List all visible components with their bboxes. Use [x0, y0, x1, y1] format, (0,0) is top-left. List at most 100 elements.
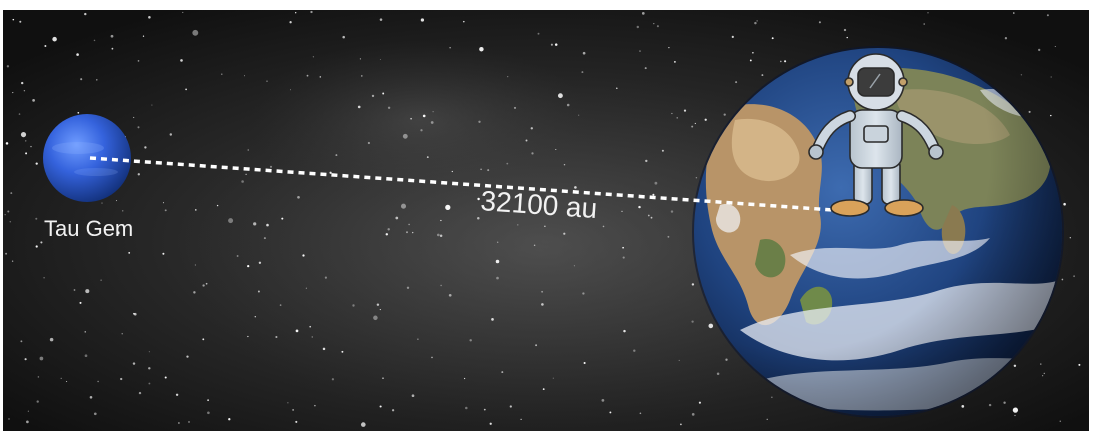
star — [756, 20, 758, 22]
star — [342, 35, 345, 39]
star — [8, 418, 10, 420]
star — [37, 376, 40, 378]
star — [360, 75, 363, 77]
star — [1012, 407, 1019, 413]
star — [636, 25, 640, 29]
star — [779, 60, 782, 63]
star — [77, 111, 80, 114]
star — [1013, 12, 1015, 14]
star — [169, 133, 173, 136]
star — [406, 286, 410, 289]
star — [410, 117, 412, 120]
star — [76, 53, 79, 56]
star — [988, 403, 992, 407]
star — [100, 279, 102, 281]
star — [73, 289, 76, 291]
star — [784, 60, 787, 63]
star — [39, 356, 44, 361]
star — [451, 170, 453, 173]
astronaut-icon — [808, 53, 944, 217]
star — [1050, 114, 1052, 117]
star — [754, 21, 757, 25]
star — [253, 222, 257, 226]
star — [449, 47, 451, 49]
star — [735, 81, 738, 84]
star — [400, 203, 407, 209]
star — [623, 329, 626, 333]
star — [667, 235, 670, 238]
star — [97, 380, 99, 383]
star — [541, 290, 544, 293]
star — [622, 256, 625, 259]
star — [440, 219, 442, 222]
star — [439, 234, 443, 238]
star — [766, 418, 768, 420]
star — [749, 59, 752, 62]
star — [1003, 401, 1006, 404]
star — [305, 287, 307, 289]
star — [961, 405, 965, 408]
star — [469, 339, 472, 342]
star — [295, 12, 297, 14]
star — [574, 186, 577, 189]
star — [93, 412, 97, 416]
star — [927, 12, 929, 14]
star — [694, 122, 696, 125]
star — [205, 282, 208, 285]
star — [582, 292, 585, 295]
star — [644, 67, 647, 70]
star — [552, 377, 554, 379]
star — [116, 231, 120, 235]
star — [36, 400, 39, 403]
star — [247, 335, 249, 338]
star — [1059, 420, 1061, 422]
star — [121, 333, 123, 335]
star — [133, 312, 135, 315]
star — [530, 127, 533, 130]
star — [671, 112, 673, 115]
star — [479, 46, 484, 52]
distance-dashed-line — [89, 156, 834, 212]
star — [5, 252, 8, 255]
star — [430, 121, 434, 124]
star — [771, 396, 773, 398]
star — [319, 76, 322, 78]
star — [35, 217, 38, 220]
star — [650, 216, 653, 219]
earth-icon — [692, 46, 1064, 418]
star — [680, 423, 682, 426]
star — [542, 388, 545, 391]
star — [1054, 45, 1056, 48]
star — [379, 58, 381, 61]
star — [1078, 363, 1081, 366]
star — [818, 21, 821, 24]
star — [420, 129, 423, 132]
star — [520, 418, 522, 421]
star — [1042, 375, 1044, 377]
star — [266, 80, 268, 82]
star — [406, 231, 408, 234]
star — [581, 71, 584, 74]
star — [120, 377, 123, 381]
star — [563, 232, 566, 235]
star — [306, 74, 309, 77]
star — [110, 34, 114, 38]
star — [185, 88, 187, 91]
star — [448, 293, 452, 297]
star — [382, 92, 385, 95]
star — [477, 197, 480, 201]
star — [387, 106, 391, 110]
star — [578, 114, 580, 116]
star — [207, 399, 210, 402]
star — [186, 355, 189, 358]
star — [436, 233, 440, 237]
star — [188, 421, 190, 423]
star — [387, 228, 390, 231]
star — [85, 289, 90, 294]
star — [420, 18, 425, 22]
star — [30, 145, 32, 148]
star — [360, 422, 366, 427]
star — [656, 25, 659, 28]
star — [5, 142, 9, 145]
